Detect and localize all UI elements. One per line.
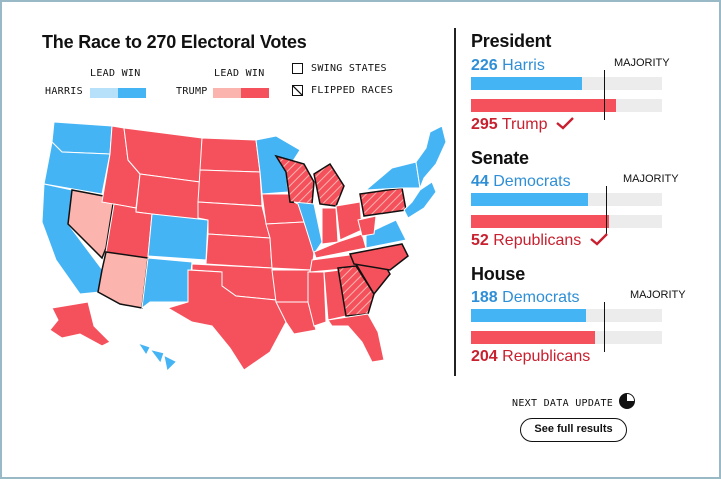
us-electoral-map xyxy=(41,121,447,371)
house-rep-bar xyxy=(471,331,662,344)
house-title: House xyxy=(471,264,526,284)
house-rep-count: 204 xyxy=(471,348,498,365)
state-sd[interactable] xyxy=(197,169,263,207)
trump-lead-win-label: LEAD WIN xyxy=(214,68,265,79)
state-ne[interactable] xyxy=(197,201,271,239)
senate-title: Senate xyxy=(471,148,529,168)
senate-rep-count-row: 52 Republicans xyxy=(471,232,609,250)
state-az[interactable] xyxy=(97,251,149,309)
state-wv[interactable] xyxy=(357,215,377,237)
harris-count-row: 226 Harris xyxy=(471,57,545,75)
senate-dem-count-row: 44 Democrats xyxy=(471,173,571,191)
state-or[interactable] xyxy=(43,140,111,195)
section-divider xyxy=(454,28,456,376)
senate-majority-label: MAJORITY xyxy=(623,173,679,185)
state-ak[interactable] xyxy=(49,301,111,347)
president-rep-bar xyxy=(471,99,662,112)
president-rep-bar-fill xyxy=(471,99,617,112)
check-icon xyxy=(589,233,608,246)
senate-dem-count: 44 xyxy=(471,173,489,190)
house-dem-count: 188 xyxy=(471,289,498,306)
page-title: The Race to 270 Electoral Votes xyxy=(42,32,307,52)
check-icon xyxy=(556,117,574,130)
senate-rep-count: 52 xyxy=(471,232,489,249)
president-title: President xyxy=(471,31,552,51)
senate-dem-name: Democrats xyxy=(493,173,571,190)
president-majority-label: MAJORITY xyxy=(614,57,670,69)
flipped-races-swatch xyxy=(292,85,303,96)
state-ne-region[interactable] xyxy=(403,181,437,219)
senate-dem-bar-fill xyxy=(471,193,588,206)
house-rep-bar-fill xyxy=(471,331,596,344)
senate-dem-bar xyxy=(471,193,662,206)
harris-legend-label: HARRIS xyxy=(45,86,83,97)
state-va[interactable] xyxy=(365,219,407,249)
state-il[interactable] xyxy=(293,201,323,256)
harris-lead-win-label: LEAD WIN xyxy=(90,68,141,79)
house-dem-bar xyxy=(471,309,662,322)
trump-count: 295 xyxy=(471,116,498,133)
next-data-update-label: NEXT DATA UPDATE xyxy=(512,398,614,409)
senate-rep-bar-fill xyxy=(471,215,609,228)
senate-rep-name: Republicans xyxy=(493,232,582,249)
pie-timer-icon xyxy=(619,393,635,409)
swing-states-swatch xyxy=(292,63,303,74)
harris-legend-swatch xyxy=(90,88,146,98)
house-rep-name: Republicans xyxy=(502,348,591,365)
trump-legend-label: TRUMP xyxy=(176,86,208,97)
state-hi[interactable] xyxy=(139,344,176,371)
state-pa[interactable] xyxy=(359,187,407,217)
president-dem-bar-fill xyxy=(471,77,583,90)
state-la[interactable] xyxy=(275,301,317,335)
house-dem-bar-fill xyxy=(471,309,586,322)
swing-states-label: SWING STATES xyxy=(311,63,387,74)
state-wa[interactable] xyxy=(51,121,113,155)
state-ny[interactable] xyxy=(364,161,421,191)
state-ar[interactable] xyxy=(271,269,311,303)
senate-majority-line xyxy=(606,186,608,236)
house-majority-label: MAJORITY xyxy=(630,289,686,301)
state-new-england[interactable] xyxy=(415,125,447,190)
state-ky[interactable] xyxy=(313,233,367,259)
senate-rep-bar xyxy=(471,215,662,228)
state-ga[interactable] xyxy=(337,265,375,317)
state-nc[interactable] xyxy=(348,243,409,271)
president-majority-line xyxy=(604,70,606,120)
harris-count: 226 xyxy=(471,57,498,74)
house-majority-line xyxy=(603,302,605,352)
state-tx[interactable] xyxy=(166,269,287,371)
state-nm[interactable] xyxy=(141,257,193,310)
flipped-races-label: FLIPPED RACES xyxy=(311,85,394,96)
state-ms[interactable] xyxy=(307,271,327,327)
state-in[interactable] xyxy=(321,207,339,245)
president-dem-bar xyxy=(471,77,662,90)
state-nd[interactable] xyxy=(199,137,261,173)
trump-name: Trump xyxy=(501,116,548,133)
house-dem-name: Democrats xyxy=(502,289,580,306)
harris-name: Harris xyxy=(502,57,545,74)
house-rep-count-row: 204 Republicans xyxy=(471,348,590,366)
state-co[interactable] xyxy=(147,213,209,261)
house-dem-count-row: 188 Democrats xyxy=(471,289,580,307)
state-mi[interactable] xyxy=(313,162,345,207)
state-ks[interactable] xyxy=(205,233,273,269)
see-full-results-button[interactable]: See full results xyxy=(520,418,627,442)
state-fl[interactable] xyxy=(327,313,385,363)
trump-legend-swatch xyxy=(213,88,269,98)
trump-count-row: 295 Trump xyxy=(471,116,575,134)
